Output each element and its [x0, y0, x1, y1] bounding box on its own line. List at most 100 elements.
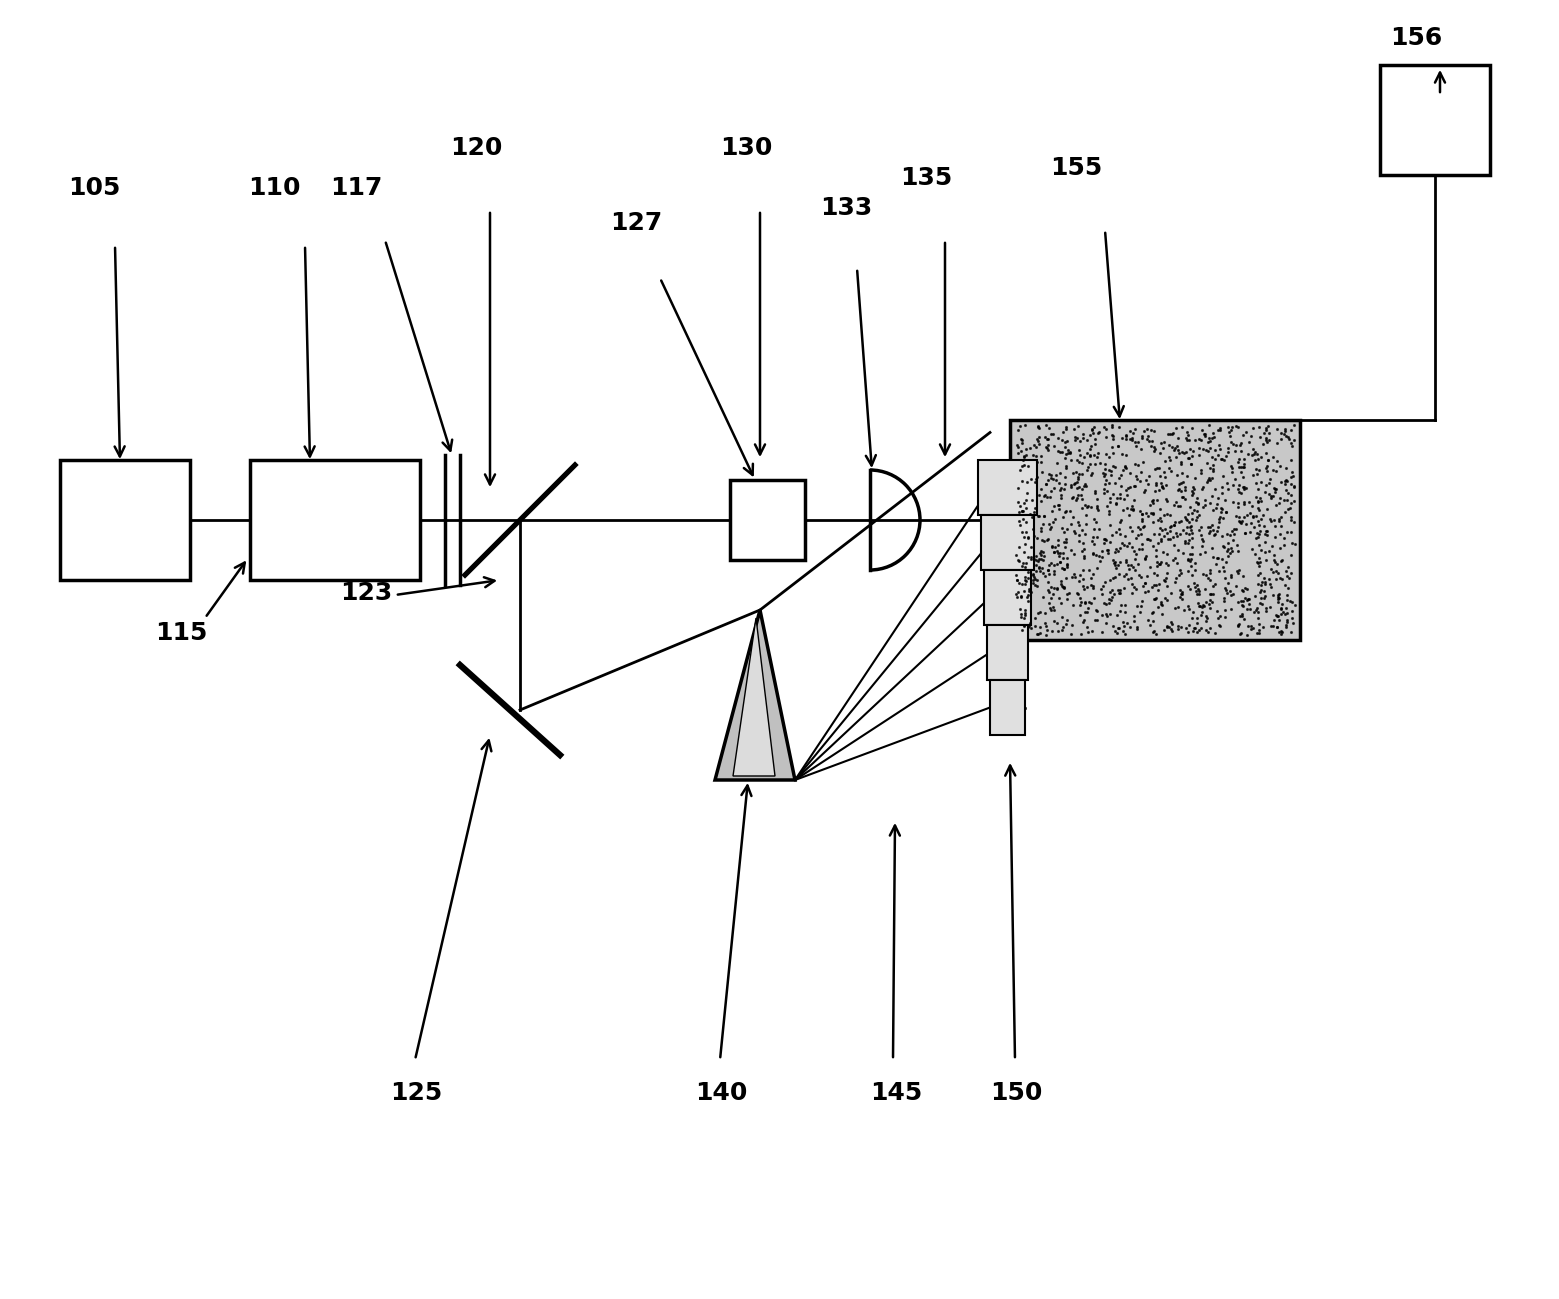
Point	[1232, 491, 1257, 512]
Point	[1007, 511, 1032, 531]
Point	[1169, 583, 1194, 604]
Point	[1225, 540, 1250, 561]
Point	[1049, 570, 1074, 591]
Point	[1055, 611, 1080, 631]
Point	[1012, 455, 1037, 475]
Point	[1040, 423, 1065, 444]
Point	[1040, 500, 1065, 521]
Point	[1241, 507, 1266, 527]
Point	[1157, 521, 1182, 542]
Point	[1221, 462, 1246, 483]
Point	[1137, 465, 1161, 486]
Point	[1041, 585, 1066, 605]
Point	[1052, 531, 1077, 552]
Point	[1138, 503, 1163, 523]
Point	[1129, 523, 1154, 544]
Point	[1244, 505, 1269, 526]
Point	[1063, 490, 1088, 511]
Point	[1066, 477, 1091, 498]
Point	[1267, 488, 1292, 509]
Point	[1219, 538, 1244, 559]
Point	[1232, 477, 1257, 498]
Point	[1154, 587, 1179, 608]
Point	[1252, 568, 1277, 588]
Point	[1180, 481, 1205, 501]
Point	[1197, 468, 1222, 488]
Point	[1197, 430, 1222, 451]
Point	[1193, 490, 1218, 511]
Point	[1108, 483, 1133, 504]
Point	[1071, 546, 1096, 566]
Point	[1121, 499, 1146, 520]
Point	[1069, 452, 1094, 473]
Point	[1186, 595, 1211, 616]
Point	[1040, 621, 1065, 642]
Point	[1010, 501, 1035, 522]
Point	[1247, 523, 1272, 544]
Point	[1023, 498, 1048, 518]
Point	[1175, 575, 1200, 596]
Point	[1214, 583, 1239, 604]
Point	[1196, 431, 1221, 452]
Point	[1278, 420, 1303, 440]
Point	[1112, 616, 1137, 637]
Point	[1224, 505, 1249, 526]
Point	[1108, 511, 1133, 531]
Point	[1269, 594, 1294, 614]
Point	[1263, 461, 1288, 482]
Point	[1219, 420, 1244, 440]
Point	[1041, 555, 1066, 575]
Point	[1249, 509, 1274, 530]
Point	[1238, 521, 1263, 542]
Point	[1161, 422, 1186, 443]
Point	[1062, 522, 1087, 543]
Point	[1037, 555, 1062, 575]
Point	[1278, 433, 1303, 453]
Point	[1060, 486, 1085, 507]
Point	[1099, 587, 1124, 608]
Point	[1228, 440, 1253, 461]
Point	[1113, 624, 1138, 644]
Point	[1104, 539, 1129, 560]
Point	[1015, 482, 1040, 503]
Point	[1118, 516, 1143, 536]
Point	[1274, 565, 1299, 586]
Point	[1071, 612, 1096, 633]
Point	[1052, 431, 1077, 452]
Point	[1241, 439, 1266, 460]
Point	[1249, 446, 1274, 466]
Point	[1104, 522, 1129, 543]
Point	[1174, 442, 1199, 462]
Point	[1141, 621, 1166, 642]
Point	[1043, 465, 1068, 486]
Point	[1122, 475, 1147, 496]
Point	[1118, 429, 1143, 449]
Point	[1004, 586, 1029, 607]
Point	[1140, 603, 1165, 624]
Point	[1045, 495, 1069, 516]
Point	[1030, 530, 1055, 551]
Point	[1205, 488, 1230, 509]
Point	[1252, 523, 1277, 544]
Point	[1141, 562, 1166, 583]
Point	[1227, 605, 1252, 626]
Point	[1275, 557, 1300, 578]
Point	[1102, 473, 1127, 494]
Point	[1013, 557, 1038, 578]
Point	[1244, 464, 1269, 485]
Point	[1166, 427, 1191, 448]
Point	[1113, 457, 1138, 478]
Point	[1098, 570, 1122, 591]
Point	[1127, 601, 1152, 622]
Point	[1074, 577, 1099, 598]
Point	[1021, 565, 1046, 586]
Point	[1269, 624, 1294, 644]
Point	[1045, 535, 1069, 556]
Point	[1267, 568, 1292, 588]
Point	[1098, 582, 1122, 603]
Point	[1236, 492, 1261, 513]
Point	[1190, 420, 1214, 440]
Point	[1091, 575, 1116, 596]
Point	[1241, 417, 1266, 438]
Point	[1151, 477, 1175, 498]
